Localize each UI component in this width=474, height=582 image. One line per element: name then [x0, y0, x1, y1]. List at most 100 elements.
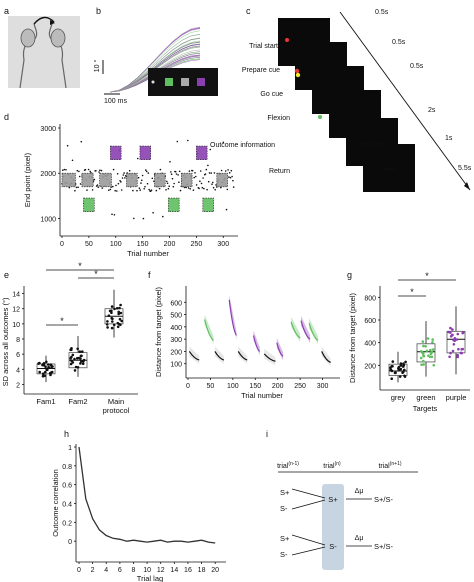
data-dot	[44, 365, 47, 369]
endpoint-dot	[95, 170, 97, 172]
data-dot	[428, 355, 432, 359]
panel-letter-e: e	[4, 270, 9, 280]
delta-mu-label: Δμ	[355, 535, 364, 542]
data-dot	[422, 363, 426, 366]
data-dot	[404, 360, 407, 364]
data-dot	[402, 365, 405, 368]
data-dot	[460, 351, 464, 355]
data-dot	[43, 374, 46, 378]
y-tick-label: 0.2	[62, 520, 72, 527]
panel-letter-f: f	[148, 270, 151, 280]
panel-letter-g: g	[347, 270, 352, 280]
endpoint-dot	[145, 170, 148, 173]
endpoint-dot	[128, 169, 131, 172]
y-tick-label: 8	[16, 337, 20, 344]
endpoint-dot	[177, 174, 179, 176]
data-dot	[79, 354, 83, 358]
y-tick-label: 4	[16, 367, 20, 374]
endpoint-dot	[201, 186, 204, 189]
start-dot	[285, 38, 289, 42]
endpoint-dot	[117, 182, 120, 185]
cue-dot-red	[294, 68, 300, 74]
endpoint-dot	[98, 171, 100, 173]
data-dot	[421, 340, 425, 343]
endpoint-dot	[140, 182, 142, 184]
y-tick-label: 1	[68, 445, 72, 452]
data-dot	[422, 359, 425, 363]
endpoint-dot	[114, 189, 116, 192]
endpoint-dot	[62, 169, 64, 171]
transition-line	[291, 546, 326, 556]
x-tick-label: 12	[157, 567, 165, 574]
data-dot	[46, 363, 50, 366]
endpoint-dot	[199, 170, 202, 172]
endpoint-dot	[71, 159, 74, 162]
header-superscript: (n)	[335, 461, 341, 467]
target-block-grey	[181, 172, 193, 188]
y-tick-label: 1000	[40, 216, 56, 223]
endpoint-dot	[195, 175, 197, 178]
endpoint-dot	[206, 188, 208, 191]
endpoint-dot	[208, 172, 211, 174]
data-dot	[456, 332, 460, 336]
x-tick-label: 0	[186, 383, 190, 390]
data-dot	[449, 326, 452, 330]
data-dot	[430, 355, 434, 359]
data-dot	[449, 331, 452, 334]
mid-label: S+	[328, 495, 338, 504]
endpoint-dot	[96, 184, 99, 186]
mean-line-black	[237, 351, 248, 361]
data-dot	[424, 345, 427, 348]
error-band-black	[321, 346, 331, 367]
endpoint-dot	[158, 187, 161, 190]
green-target	[165, 78, 173, 86]
mean-line-black	[214, 351, 225, 361]
header-superscript: (n-1)	[288, 461, 299, 467]
endpoint-dot	[66, 144, 69, 147]
header-superscript: (n+1)	[390, 461, 402, 467]
x-tick-label: 18	[198, 567, 206, 574]
endpoint-dot	[167, 187, 170, 190]
data-dot	[50, 370, 54, 374]
endpoint-dot	[121, 177, 124, 179]
left-label: S+	[280, 488, 290, 497]
data-dot	[70, 359, 73, 363]
right-sensor-icon	[50, 28, 66, 48]
data-dot	[106, 320, 109, 323]
data-dot	[38, 370, 41, 374]
endpoint-dot	[84, 168, 87, 171]
panel-letter-a: a	[4, 6, 9, 16]
y-tick-label: 800	[364, 295, 376, 302]
data-dot	[110, 305, 114, 308]
endpoint-dot	[173, 182, 175, 185]
error-band-purple	[276, 337, 284, 361]
endpoint-dot	[93, 178, 96, 181]
trajectory-line	[109, 37, 201, 93]
go-dot	[318, 115, 322, 119]
endpoint-dot	[152, 211, 154, 214]
data-dot	[457, 347, 460, 351]
y-tick-label: 2000	[40, 171, 56, 178]
error-band-black	[238, 346, 248, 365]
data-dot	[110, 309, 113, 313]
x-tick-label: 300	[217, 241, 229, 248]
data-dot	[113, 307, 116, 311]
endpoint-dot	[120, 189, 123, 191]
mean-line-black	[188, 351, 200, 361]
left-label: S-	[280, 504, 288, 513]
data-dot	[420, 363, 423, 367]
endpoint-dot	[232, 186, 235, 188]
data-dot	[116, 321, 120, 325]
transition-line	[291, 534, 326, 546]
x-tick-label: 14	[170, 567, 178, 574]
right-label: S+/S-	[374, 542, 393, 551]
endpoint-dot	[80, 140, 83, 143]
data-dot	[111, 317, 114, 321]
x-axis-label: Trial lag	[137, 574, 163, 582]
y-tick-label: 3000	[40, 126, 56, 133]
time-arrow	[339, 11, 471, 191]
endpoint-dot	[232, 179, 234, 182]
target-block-green	[202, 197, 214, 212]
endpoint-dot	[212, 181, 214, 184]
category-label-protocol: protocol	[103, 406, 130, 415]
